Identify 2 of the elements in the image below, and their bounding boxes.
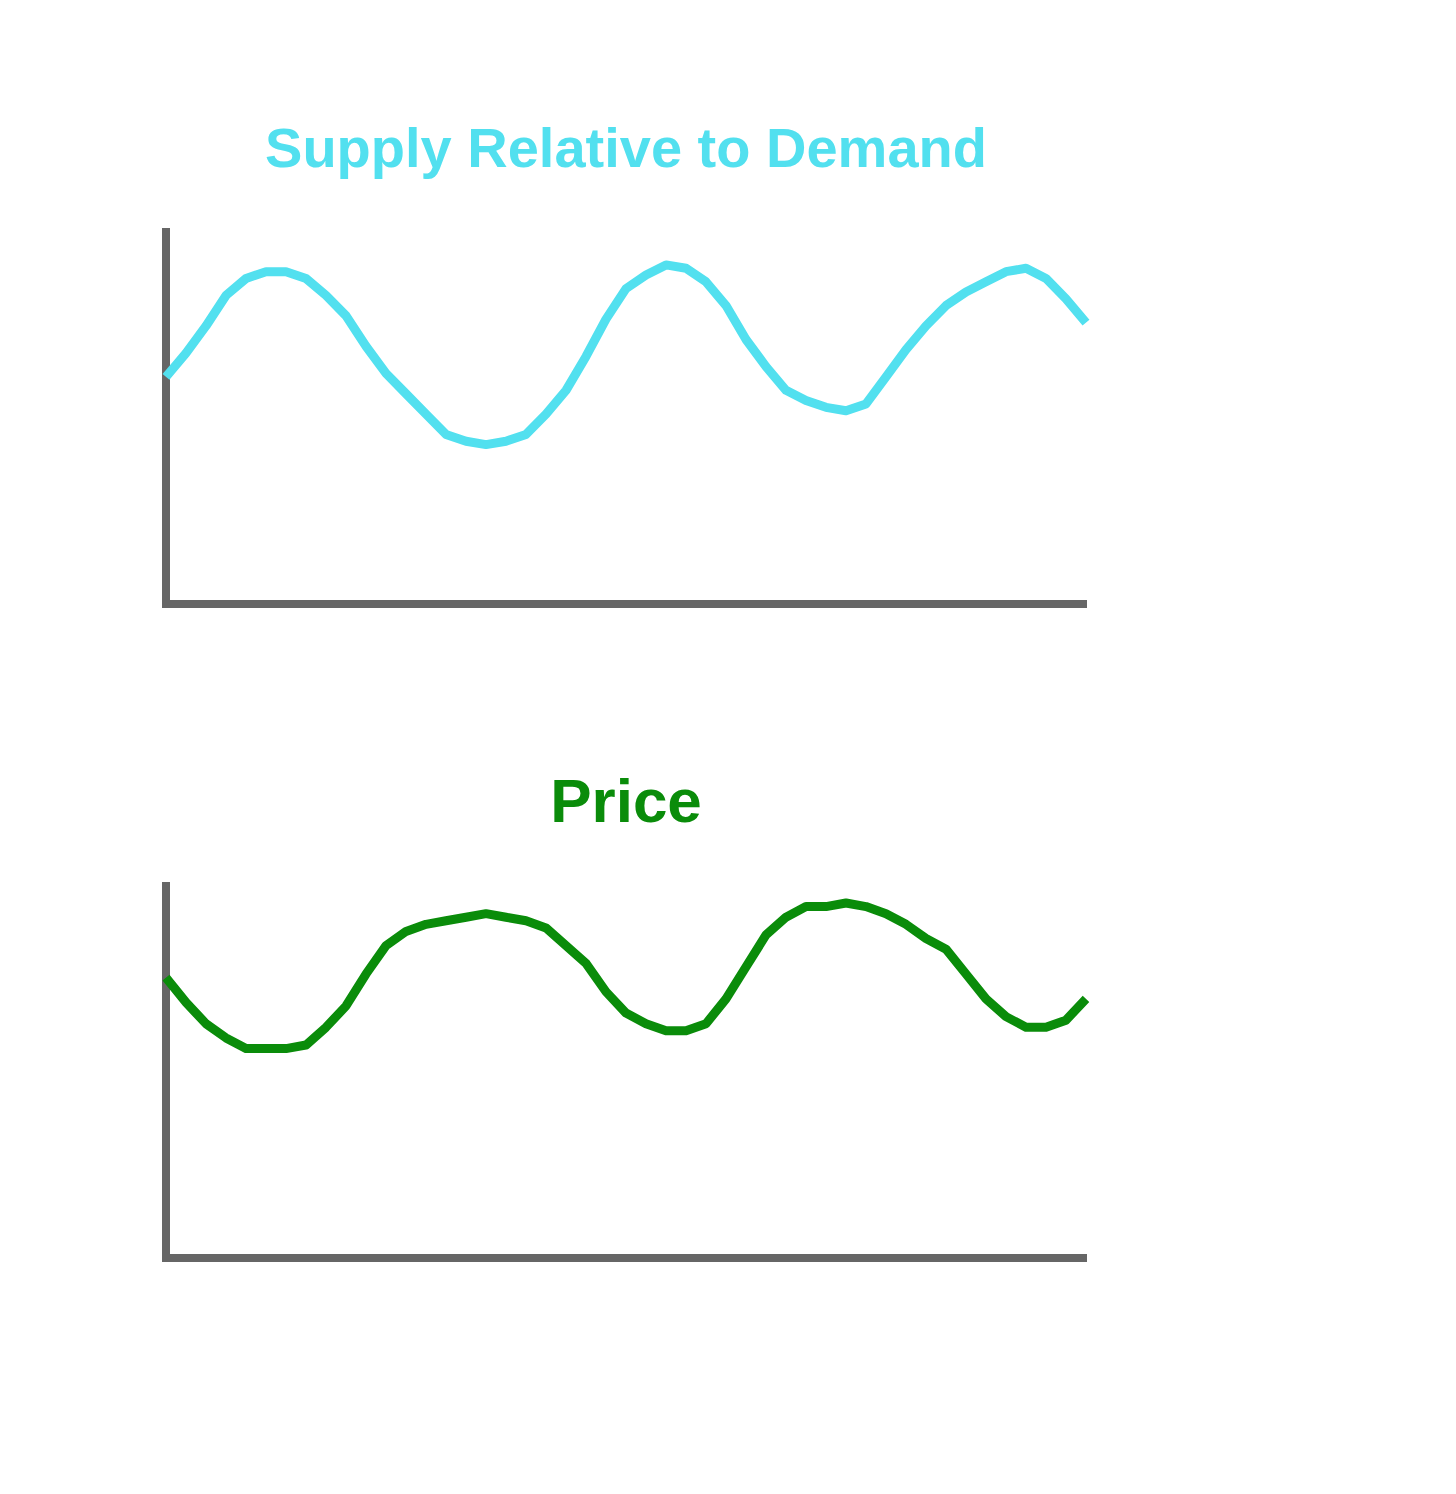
chart-title: Supply Relative to Demand bbox=[265, 116, 987, 180]
chart-title: Price bbox=[550, 766, 702, 836]
